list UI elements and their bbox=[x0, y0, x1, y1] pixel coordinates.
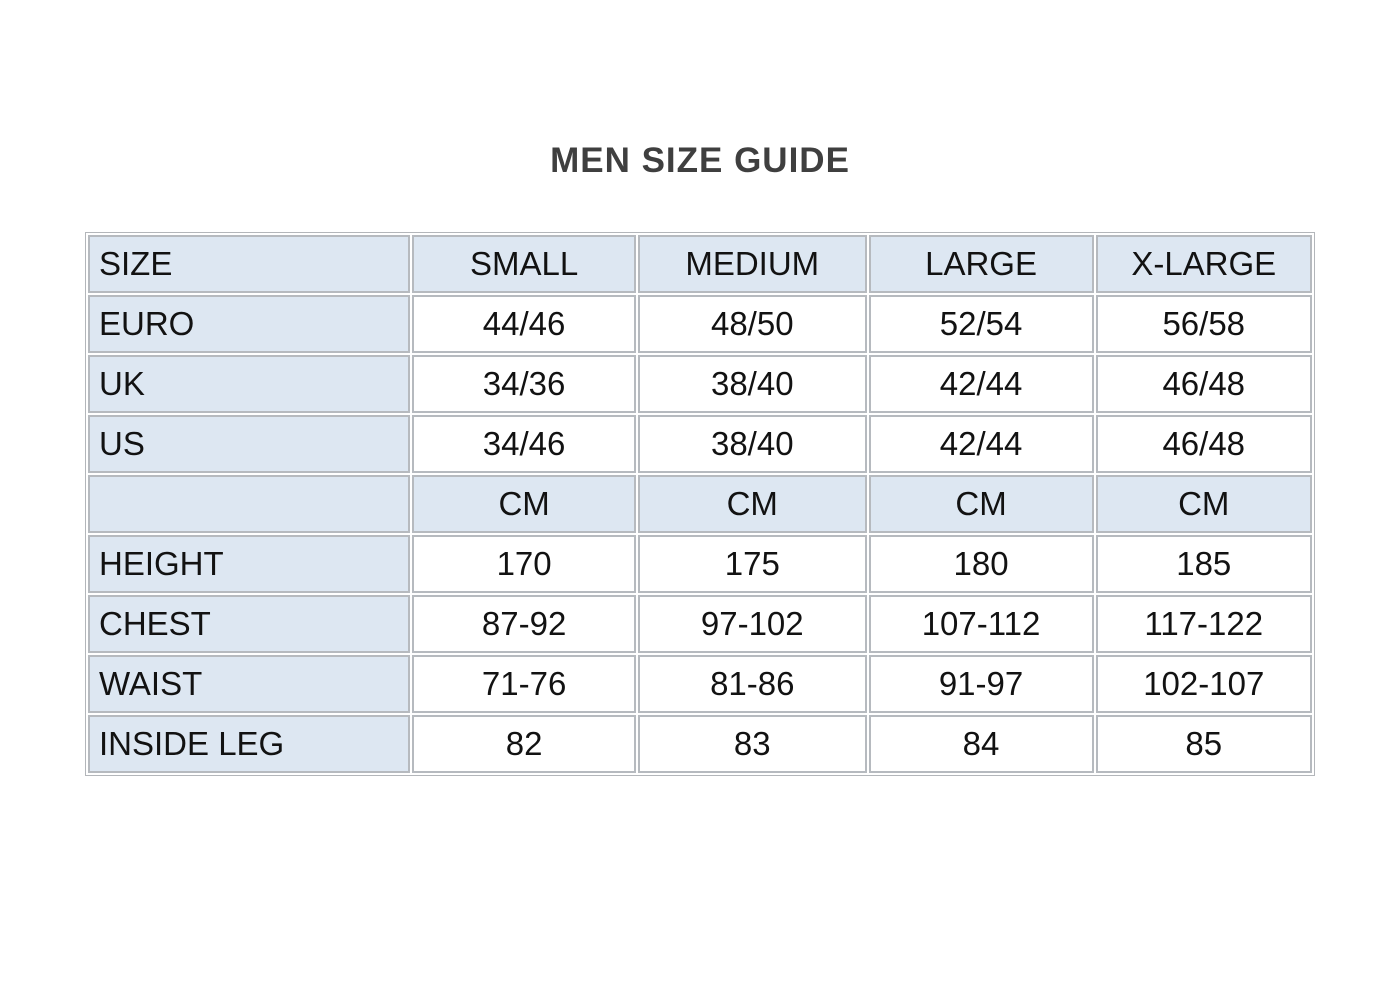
column-header-cell: MEDIUM bbox=[637, 235, 867, 293]
value-cell: 81-86 bbox=[637, 655, 867, 713]
value-cell: 56/58 bbox=[1095, 295, 1312, 353]
row-label-cell: EURO bbox=[88, 295, 411, 353]
value-cell: 91-97 bbox=[868, 655, 1094, 713]
value-cell: 42/44 bbox=[868, 355, 1094, 413]
value-cell: 175 bbox=[637, 535, 867, 593]
value-cell: 38/40 bbox=[637, 355, 867, 413]
value-cell: CM bbox=[637, 475, 867, 533]
value-cell: 107-112 bbox=[868, 595, 1094, 653]
row-label-cell: INSIDE LEG bbox=[88, 715, 411, 773]
column-header-cell: X-LARGE bbox=[1095, 235, 1312, 293]
page-title: MEN SIZE GUIDE bbox=[550, 141, 850, 180]
value-cell: 82 bbox=[412, 715, 636, 773]
table-row: US 34/46 38/40 42/44 46/48 bbox=[88, 415, 1312, 473]
value-cell: 46/48 bbox=[1095, 355, 1312, 413]
column-header-size: SIZE bbox=[88, 235, 411, 293]
value-cell: 34/36 bbox=[412, 355, 636, 413]
row-label-cell: US bbox=[88, 415, 411, 473]
value-cell: CM bbox=[868, 475, 1094, 533]
table-row: INSIDE LEG 82 83 84 85 bbox=[88, 715, 1312, 773]
table-row: EURO 44/46 48/50 52/54 56/58 bbox=[88, 295, 1312, 353]
row-label-cell: WAIST bbox=[88, 655, 411, 713]
value-cell: 46/48 bbox=[1095, 415, 1312, 473]
table-row: CHEST 87-92 97-102 107-112 117-122 bbox=[88, 595, 1312, 653]
size-guide-table: SIZE SMALL MEDIUM LARGE X-LARGE EURO 44/46 48/… bbox=[85, 232, 1315, 776]
table-row: UK 34/36 38/40 42/44 46/48 bbox=[88, 355, 1312, 413]
value-cell: 102-107 bbox=[1095, 655, 1312, 713]
value-cell: 180 bbox=[868, 535, 1094, 593]
column-header-cell: LARGE bbox=[868, 235, 1094, 293]
value-cell: 48/50 bbox=[637, 295, 867, 353]
row-label-cell bbox=[88, 475, 411, 533]
value-cell: 87-92 bbox=[412, 595, 636, 653]
value-cell: 34/46 bbox=[412, 415, 636, 473]
value-cell: 71-76 bbox=[412, 655, 636, 713]
value-cell: 52/54 bbox=[868, 295, 1094, 353]
value-cell: 170 bbox=[412, 535, 636, 593]
value-cell: 97-102 bbox=[637, 595, 867, 653]
value-cell: 84 bbox=[868, 715, 1094, 773]
value-cell: CM bbox=[1095, 475, 1312, 533]
row-label-cell: CHEST bbox=[88, 595, 411, 653]
value-cell: 185 bbox=[1095, 535, 1312, 593]
value-cell: 38/40 bbox=[637, 415, 867, 473]
table-row: HEIGHT 170 175 180 185 bbox=[88, 535, 1312, 593]
value-cell: 117-122 bbox=[1095, 595, 1312, 653]
table-row: WAIST 71-76 81-86 91-97 102-107 bbox=[88, 655, 1312, 713]
unit-row: CM CM CM CM bbox=[88, 475, 1312, 533]
row-label-cell: HEIGHT bbox=[88, 535, 411, 593]
column-header-cell: SMALL bbox=[412, 235, 636, 293]
value-cell: CM bbox=[412, 475, 636, 533]
value-cell: 44/46 bbox=[412, 295, 636, 353]
value-cell: 42/44 bbox=[868, 415, 1094, 473]
value-cell: 83 bbox=[637, 715, 867, 773]
table-header-row: SIZE SMALL MEDIUM LARGE X-LARGE bbox=[88, 235, 1312, 293]
value-cell: 85 bbox=[1095, 715, 1312, 773]
row-label-cell: UK bbox=[88, 355, 411, 413]
